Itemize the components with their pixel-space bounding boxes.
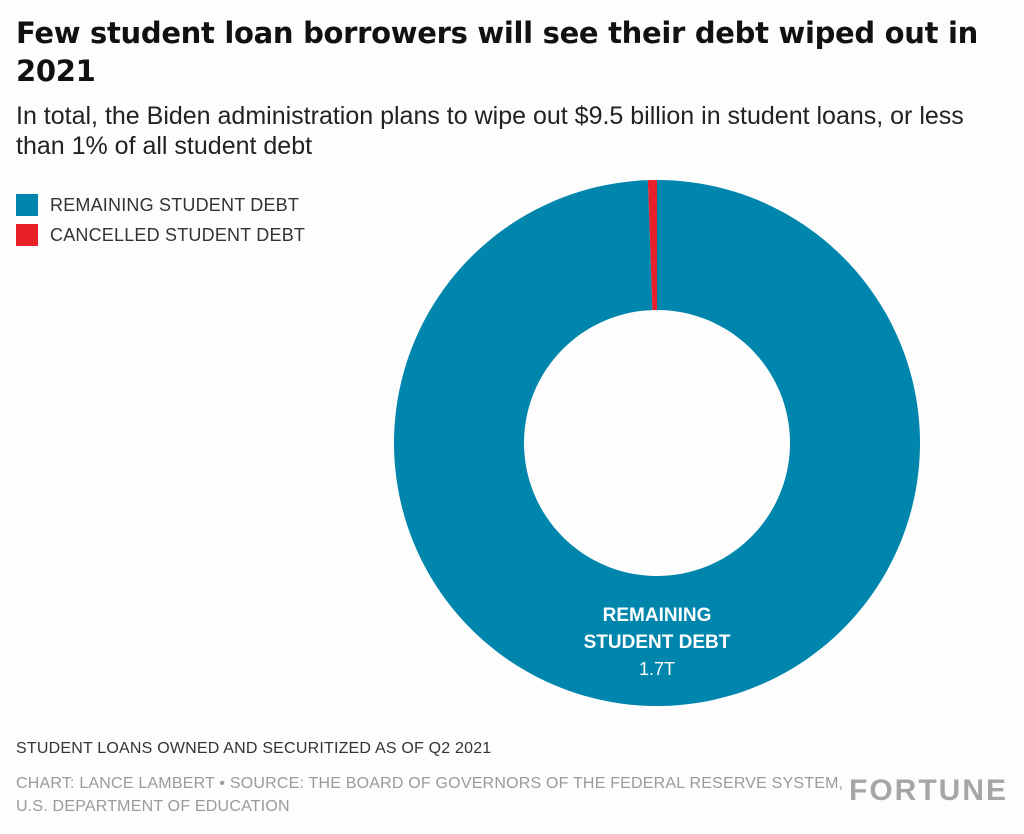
slice-cancelled: [647, 180, 657, 311]
slice-label-remaining-line-2: STUDENT DEBT: [584, 632, 731, 653]
chart-title: Few student loan borrowers will see thei…: [16, 16, 978, 88]
legend: REMAINING STUDENT DEBT CANCELLED STUDENT…: [16, 190, 305, 250]
slice-remaining: [394, 180, 921, 706]
chart-footnote: STUDENT LOANS OWNED AND SECURITIZED AS O…: [16, 740, 492, 757]
legend-item-cancelled: CANCELLED STUDENT DEBT: [16, 220, 305, 250]
slice-label-remaining-line-1: REMAINING: [603, 605, 712, 626]
legend-swatch-remaining: [16, 194, 38, 216]
chart-source: CHART: LANCE LAMBERT • SOURCE: THE BOARD…: [16, 775, 844, 815]
chart-subtitle: In total, the Biden administration plans…: [16, 102, 964, 160]
legend-label-remaining: REMAINING STUDENT DEBT: [50, 194, 300, 215]
legend-label-cancelled: CANCELLED STUDENT DEBT: [50, 224, 306, 245]
fortune-logo: FORTUNE: [849, 774, 1008, 807]
legend-item-remaining: REMAINING STUDENT DEBT: [16, 190, 305, 220]
legend-swatch-cancelled: [16, 224, 38, 246]
slice-value-remaining: 1.7T: [639, 659, 675, 679]
